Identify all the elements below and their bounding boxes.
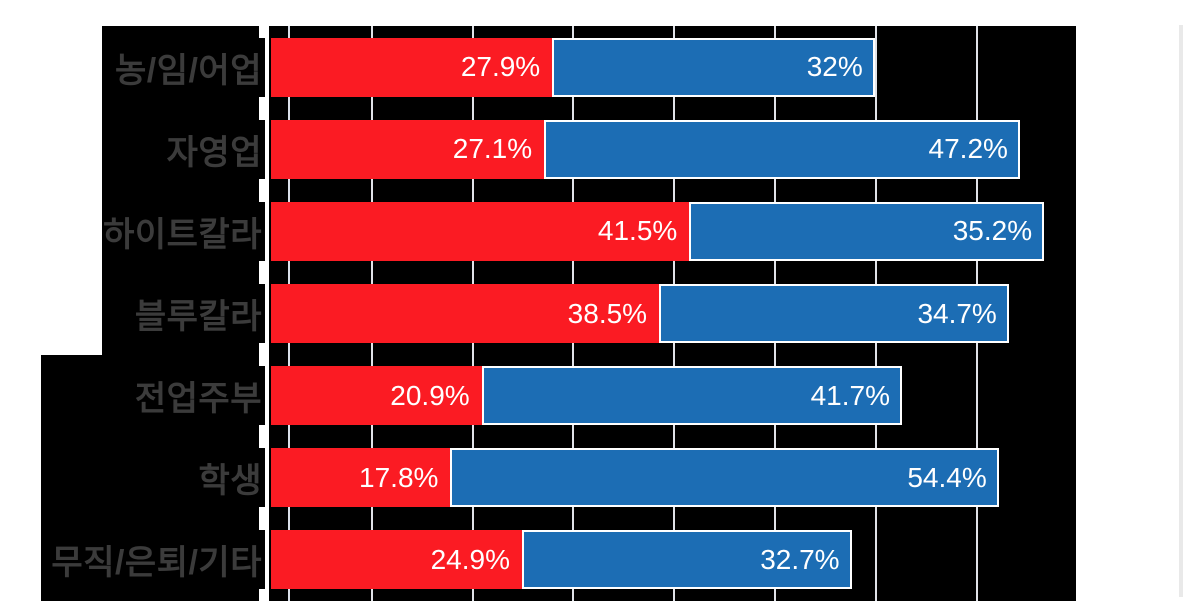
- category-label: 전업주부: [134, 380, 262, 419]
- bar-segment-blue: 35.2%: [689, 201, 1045, 261]
- bar-segment-red: 20.9%: [271, 366, 482, 426]
- value-label-blue: 47.2%: [928, 133, 1008, 165]
- axis-tick: [259, 178, 265, 202]
- value-axis-line: [265, 26, 269, 601]
- axis-tick: [259, 507, 265, 531]
- axis-tick: [259, 26, 265, 38]
- value-label-red: 41.5%: [597, 215, 678, 247]
- axis-tick: [259, 425, 265, 449]
- axis-tick: [259, 343, 265, 367]
- value-label-red: 27.9%: [460, 51, 541, 83]
- category-label: 자영업: [166, 133, 262, 172]
- bar-segment-red: 17.8%: [271, 448, 451, 508]
- bar-segment-red: 24.9%: [271, 530, 522, 590]
- bar-segment-blue: 54.4%: [450, 448, 999, 508]
- bar-segment-red: 38.5%: [271, 284, 660, 343]
- value-label-red: 38.5%: [567, 297, 648, 329]
- category-label: 하이트칼라: [103, 215, 262, 254]
- category-label: 학생: [198, 462, 262, 501]
- bar-segment-red: 41.5%: [271, 201, 690, 261]
- bar-segment-red: 27.9%: [271, 37, 553, 97]
- value-label-blue: 32%: [806, 51, 863, 83]
- value-label-red: 20.9%: [390, 379, 470, 411]
- bar-segment-blue: 34.7%: [659, 284, 1009, 343]
- value-label-blue: 34.7%: [917, 297, 997, 329]
- value-label-blue: 41.7%: [810, 379, 890, 411]
- bar-segment-blue: 47.2%: [544, 119, 1020, 179]
- axis-tick: [259, 96, 265, 120]
- value-label-blue: 54.4%: [907, 461, 987, 493]
- value-label-red: 27.1%: [452, 133, 533, 165]
- axis-tick: [259, 589, 265, 601]
- category-label: 무직/은퇴/기타: [51, 544, 262, 583]
- axis-tick: [259, 260, 265, 284]
- value-label-red: 17.8%: [359, 461, 439, 493]
- value-label-blue: 35.2%: [952, 215, 1033, 247]
- bar-segment-blue: 32.7%: [521, 530, 852, 590]
- page-edge-line: [1179, 25, 1183, 597]
- value-label-red: 24.9%: [430, 543, 510, 575]
- value-label-blue: 32.7%: [760, 543, 840, 575]
- bar-segment-red: 27.1%: [271, 119, 545, 179]
- category-label: 농/임/어업: [114, 51, 262, 90]
- bar-segment-blue: 41.7%: [481, 366, 902, 426]
- category-label: 블루칼라: [134, 298, 262, 336]
- bar-segment-blue: 32%: [552, 37, 875, 97]
